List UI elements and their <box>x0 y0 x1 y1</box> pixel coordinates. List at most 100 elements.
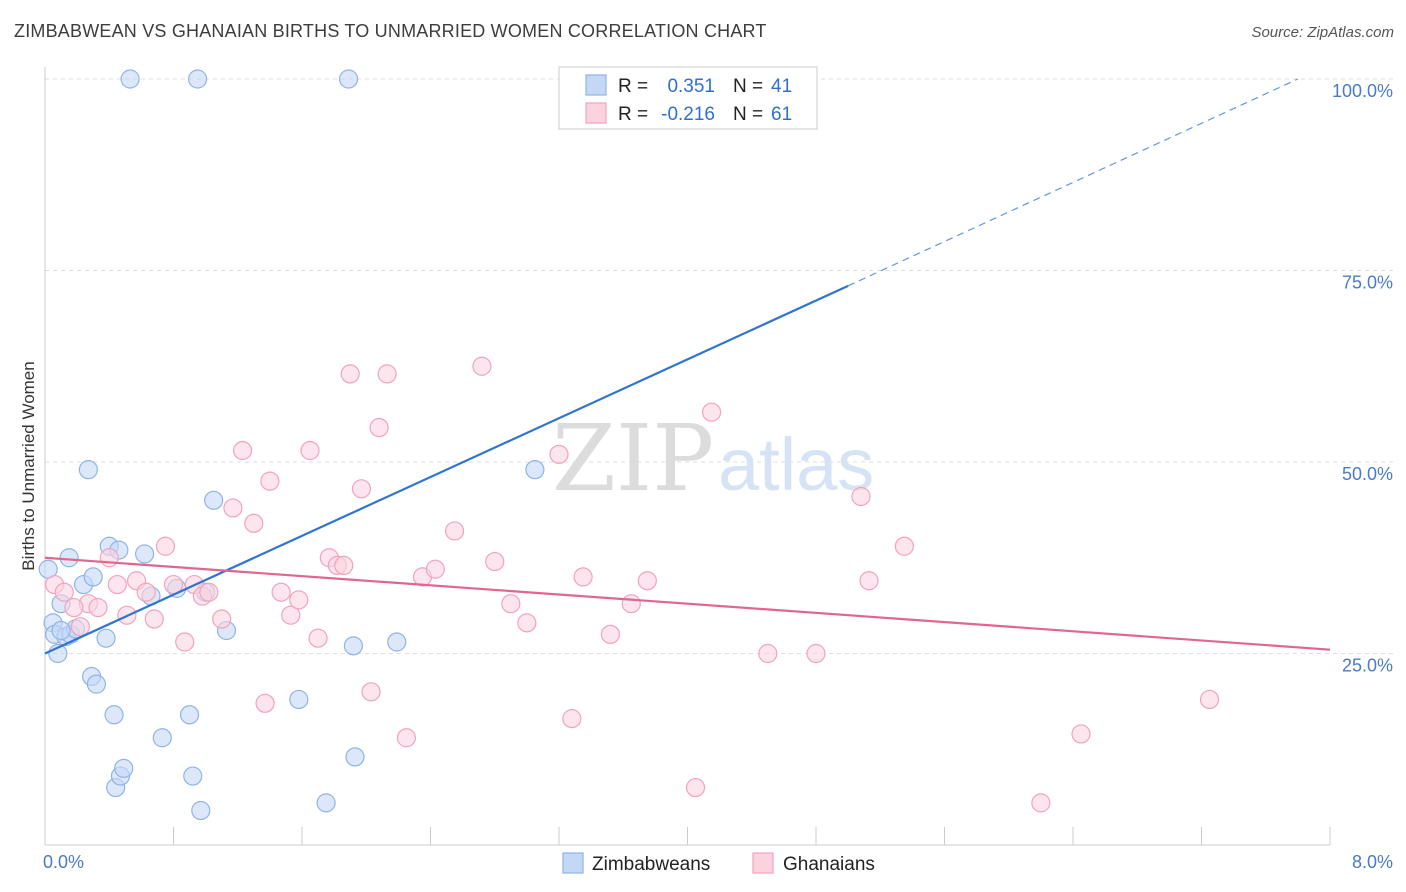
ghanaian-point-4 <box>70 617 90 637</box>
ghanaian-point-57 <box>1031 793 1051 813</box>
chart-source: Source: ZipAtlas.com <box>1251 24 1394 41</box>
ghanaian-point-9 <box>136 582 156 602</box>
zimbabwean-point-6 <box>59 548 79 568</box>
bottom-swatch-ghanaians <box>752 852 774 874</box>
ghanaian-point-31 <box>340 364 360 384</box>
ghanaian-point-54 <box>851 486 871 507</box>
trend-lines <box>44 78 1331 655</box>
zimbabweans-points <box>38 69 545 821</box>
zimbabwean-point-13 <box>86 674 107 694</box>
zimbabweans-trend-line <box>44 284 849 655</box>
ghanaian-point-11 <box>155 536 176 556</box>
ghanaian-point-42 <box>501 594 521 614</box>
zimbabwean-point-21 <box>120 69 140 89</box>
ghanaian-point-49 <box>637 571 657 591</box>
ghanaian-point-3 <box>88 597 108 618</box>
bottom-swatch-zimbabweans <box>562 852 584 874</box>
ghanaian-point-45 <box>562 709 582 729</box>
ghanaian-point-33 <box>361 682 381 702</box>
ghanaian-point-26 <box>300 440 320 461</box>
ghanaian-point-17 <box>212 609 232 629</box>
ghanaian-point-60 <box>64 597 84 618</box>
x-tick-label-0: 0.0% <box>43 852 84 872</box>
ghanaian-point-55 <box>859 571 879 591</box>
ghanaian-point-24 <box>281 605 301 625</box>
axes-layer <box>44 67 1331 846</box>
zimbabwean-point-17 <box>104 705 124 725</box>
ghanaian-point-19 <box>232 440 253 461</box>
legend-r-label-2: R = <box>618 104 648 125</box>
y-tick-label-0: 25.0% <box>1342 656 1393 676</box>
tick-labels: 25.0% 50.0% 75.0% 100.0% 0.0% 8.0% <box>43 81 1393 872</box>
ghanaian-point-50 <box>685 777 706 798</box>
zimbabwean-point-22 <box>134 544 155 564</box>
zimbabwean-point-20 <box>114 758 134 779</box>
legend-n-label-2: N = <box>733 104 763 125</box>
legend-r-value-2: -0.216 <box>661 104 715 125</box>
watermark-atlas: atlas <box>718 423 874 506</box>
x-tick-label-1: 8.0% <box>1352 852 1393 872</box>
ghanaian-point-53 <box>806 643 826 664</box>
y-tick-label-1: 50.0% <box>1342 464 1393 484</box>
chart-title: ZIMBABWEAN VS GHANAIAN BIRTHS TO UNMARRI… <box>14 21 767 41</box>
ghanaian-point-20 <box>244 513 264 533</box>
zimbabwean-point-12 <box>83 567 103 587</box>
ghanaians-trend-line <box>44 556 1331 651</box>
ghanaian-point-34 <box>369 417 389 438</box>
zimbabwean-point-10 <box>78 460 98 480</box>
ghanaian-point-22 <box>260 471 280 491</box>
ghanaian-point-5 <box>99 548 119 568</box>
ghanaian-point-25 <box>289 590 309 610</box>
zimbabweans-trend-extension <box>847 78 1299 287</box>
ghanaian-point-56 <box>894 536 914 556</box>
ghanaian-point-10 <box>144 609 164 629</box>
y-tick-label-2: 75.0% <box>1342 273 1393 293</box>
ghanaian-point-39 <box>444 521 465 541</box>
ghanaian-point-27 <box>308 628 328 648</box>
zimbabwean-point-28 <box>187 69 208 89</box>
ghanaian-point-21 <box>255 693 275 713</box>
ghanaian-point-13 <box>175 632 195 652</box>
zimbabwean-point-27 <box>183 766 203 786</box>
ghanaian-point-44 <box>549 444 569 464</box>
ghanaian-point-38 <box>425 559 445 579</box>
legend-n-label-1: N = <box>733 76 763 97</box>
zimbabwean-point-24 <box>152 728 172 748</box>
zimbabwean-point-14 <box>96 628 116 648</box>
ghanaian-point-32 <box>351 479 372 499</box>
zimbabwean-point-35 <box>338 69 359 89</box>
zimbabwean-point-26 <box>179 705 200 725</box>
zimbabwean-point-37 <box>345 747 365 767</box>
ghanaian-point-47 <box>600 624 621 644</box>
ghanaian-point-1 <box>54 582 74 602</box>
series-legend: Zimbabweans Ghanaians <box>562 852 875 875</box>
ghanaian-point-30 <box>334 555 354 576</box>
ghanaian-point-41 <box>485 551 505 572</box>
zimbabwean-point-31 <box>204 490 224 510</box>
y-axis-title: Births to Unmarried Women <box>19 361 38 570</box>
legend-r-label-1: R = <box>618 76 648 97</box>
y-tick-label-3: 100.0% <box>1332 81 1393 101</box>
legend-n-value-1: 41 <box>771 76 792 97</box>
ghanaian-point-58 <box>1071 724 1091 744</box>
ghanaians-points <box>45 356 1220 813</box>
ghanaian-point-18 <box>223 498 243 518</box>
zimbabwean-point-38 <box>387 632 407 652</box>
zimbabwean-point-34 <box>316 793 336 813</box>
ghanaian-point-36 <box>396 728 417 748</box>
watermark: ZIP atlas <box>552 405 874 512</box>
bottom-label-zimbabweans: Zimbabweans <box>592 854 710 875</box>
ghanaian-point-48 <box>621 594 641 614</box>
zimbabwean-point-36 <box>343 636 363 656</box>
ghanaian-point-43 <box>517 613 537 633</box>
legend-swatch-ghanaians <box>585 102 607 124</box>
ghanaian-point-52 <box>758 643 778 664</box>
legend-r-value-1: 0.351 <box>667 76 715 97</box>
ghanaian-point-23 <box>271 582 291 602</box>
ghanaian-point-46 <box>573 567 593 587</box>
ghanaian-point-59 <box>1199 689 1220 710</box>
ghanaian-point-35 <box>377 364 397 384</box>
legend-n-value-2: 61 <box>771 104 792 125</box>
stats-legend: R = 0.351 N = 41 R = -0.216 N = 61 <box>558 66 818 130</box>
